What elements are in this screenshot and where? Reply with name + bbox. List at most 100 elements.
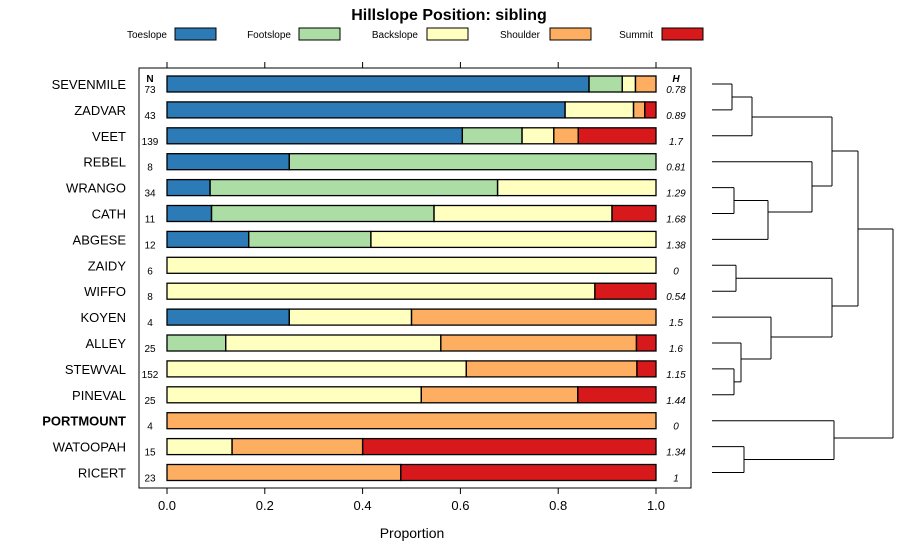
bar-segment-summit bbox=[611, 205, 656, 222]
bar-segment-shoulder bbox=[167, 412, 656, 429]
legend-label-footslope: Footslope bbox=[247, 30, 291, 41]
x-tick-label: 0.6 bbox=[451, 498, 469, 513]
row-stewval: STEWVAL 152 1.15 bbox=[65, 360, 686, 381]
row-label: VEET bbox=[92, 129, 126, 144]
row-h-value: 1.15 bbox=[666, 370, 686, 381]
chart-title: Hillslope Position: sibling bbox=[351, 7, 547, 24]
row-label: KOYEN bbox=[80, 310, 126, 325]
bar-segment-backslope bbox=[622, 76, 636, 92]
row-label: CATH bbox=[92, 207, 126, 222]
row-n-count: 6 bbox=[147, 266, 153, 277]
bar-segment-outline bbox=[166, 256, 657, 274]
row-n-count: 73 bbox=[144, 85, 156, 96]
bar-segment-footslope bbox=[289, 153, 656, 170]
bar-segment-toeslope bbox=[167, 231, 249, 248]
row-h-value: 1.6 bbox=[669, 344, 683, 355]
bar-segment-backslope bbox=[167, 257, 656, 274]
row-h-value: 1.5 bbox=[669, 318, 683, 329]
row-n-count: 15 bbox=[144, 448, 156, 459]
row-n-count: 43 bbox=[144, 111, 156, 122]
bar-segment-shoulder bbox=[440, 335, 637, 351]
row-pineval: PINEVAL 25 1.44 bbox=[72, 386, 686, 407]
row-h-value: 0 bbox=[673, 266, 679, 277]
row-zaidy: ZAIDY 6 0 bbox=[88, 256, 679, 277]
bar-segment-outline bbox=[635, 334, 657, 352]
row-label: WIFFO bbox=[84, 284, 126, 299]
bar-segment-toeslope bbox=[167, 153, 290, 170]
row-alley: ALLEY 25 1.6 bbox=[86, 334, 683, 355]
bar-segment-outline bbox=[410, 308, 657, 326]
bar-segment-backslope bbox=[433, 205, 612, 222]
row-label: RICERT bbox=[78, 466, 126, 481]
row-abgese: ABGESE 12 1.38 bbox=[73, 230, 686, 251]
legend-label-backslope: Backslope bbox=[372, 30, 419, 41]
bar-segment-backslope bbox=[370, 231, 656, 248]
row-label: ZADVAR bbox=[74, 103, 126, 118]
bar-segment-shoulder bbox=[232, 438, 363, 455]
row-label: REBEL bbox=[83, 155, 126, 170]
row-h-value: 0 bbox=[673, 422, 679, 433]
bar-segment-outline bbox=[496, 178, 657, 197]
row-sevenmile: SEVENMILE 73 0.78 bbox=[52, 75, 686, 96]
legend-swatch-summit bbox=[661, 27, 704, 41]
bar-segment-shoulder bbox=[553, 127, 579, 144]
bar-segment-outline bbox=[611, 204, 657, 223]
bar-segment-summit bbox=[578, 127, 656, 144]
bar-segment-toeslope bbox=[167, 309, 290, 326]
row-portmount: PORTMOUNT 4 0 bbox=[42, 412, 679, 433]
dendrogram bbox=[712, 83, 894, 473]
legend-swatch-backslope bbox=[426, 27, 469, 41]
bar-segment-shoulder bbox=[411, 309, 656, 326]
bar-segment-summit bbox=[400, 464, 656, 481]
row-watoopah: WATOOPAH 15 1.34 bbox=[53, 437, 686, 459]
row-label: ABGESE bbox=[73, 232, 127, 247]
legend-swatch-toeslope bbox=[174, 27, 217, 41]
bar-segment-backslope bbox=[225, 335, 441, 351]
bar-segment-toeslope bbox=[167, 76, 590, 92]
row-n-count: 25 bbox=[144, 396, 156, 407]
row-n-count: 4 bbox=[147, 422, 153, 433]
bar-segment-shoulder bbox=[635, 76, 656, 92]
bar-segment-backslope bbox=[497, 179, 656, 196]
row-label: ALLEY bbox=[86, 336, 127, 351]
bar-segment-summit bbox=[577, 386, 656, 403]
row-n-count: 4 bbox=[147, 318, 153, 329]
bar-segment-toeslope bbox=[167, 127, 463, 144]
row-h-value: 1.38 bbox=[666, 240, 686, 251]
row-h-value: 0.54 bbox=[666, 292, 686, 303]
bar-segment-summit bbox=[644, 101, 656, 118]
row-h-value: 0.78 bbox=[666, 85, 686, 96]
row-n-count: 34 bbox=[144, 189, 156, 200]
bar-segment-outline bbox=[636, 360, 657, 378]
bar-segment-outline bbox=[370, 230, 657, 249]
bar-segment-footslope bbox=[589, 76, 623, 92]
row-h-value: 1.34 bbox=[666, 448, 686, 459]
row-n-count: 12 bbox=[144, 240, 156, 251]
bar-segment-footslope bbox=[210, 179, 498, 196]
row-zadvar: ZADVAR 43 0.89 bbox=[74, 101, 686, 122]
row-h-value: 1 bbox=[673, 474, 679, 485]
row-koyen: KOYEN 4 1.5 bbox=[80, 308, 683, 329]
legend-label-summit: Summit bbox=[619, 30, 653, 41]
x-axis: 0.0 0.2 0.4 0.6 0.8 1.0 bbox=[158, 62, 665, 513]
row-n-count: 25 bbox=[144, 344, 156, 355]
bar-segment-backslope bbox=[522, 127, 554, 144]
h-column-header: H bbox=[672, 74, 680, 85]
bar-segment-shoulder bbox=[167, 464, 401, 481]
row-n-count: 8 bbox=[147, 292, 153, 303]
bar-segment-outline bbox=[361, 437, 657, 456]
n-column-header: N bbox=[146, 74, 153, 85]
x-tick-label: 1.0 bbox=[647, 498, 665, 513]
x-tick-label: 0.8 bbox=[549, 498, 567, 513]
row-cath: CATH 11 1.68 bbox=[92, 204, 686, 226]
bar-segment-summit bbox=[594, 283, 657, 300]
row-label: PORTMOUNT bbox=[42, 414, 126, 429]
row-label: ZAIDY bbox=[88, 258, 127, 273]
bar-segment-backslope bbox=[167, 283, 595, 300]
row-n-count: 11 bbox=[145, 215, 156, 226]
row-n-count: 139 bbox=[142, 137, 159, 148]
row-h-value: 1.29 bbox=[666, 189, 686, 200]
row-h-value: 1.68 bbox=[666, 215, 686, 226]
row-ricert: RICERT 23 1 bbox=[78, 463, 679, 485]
